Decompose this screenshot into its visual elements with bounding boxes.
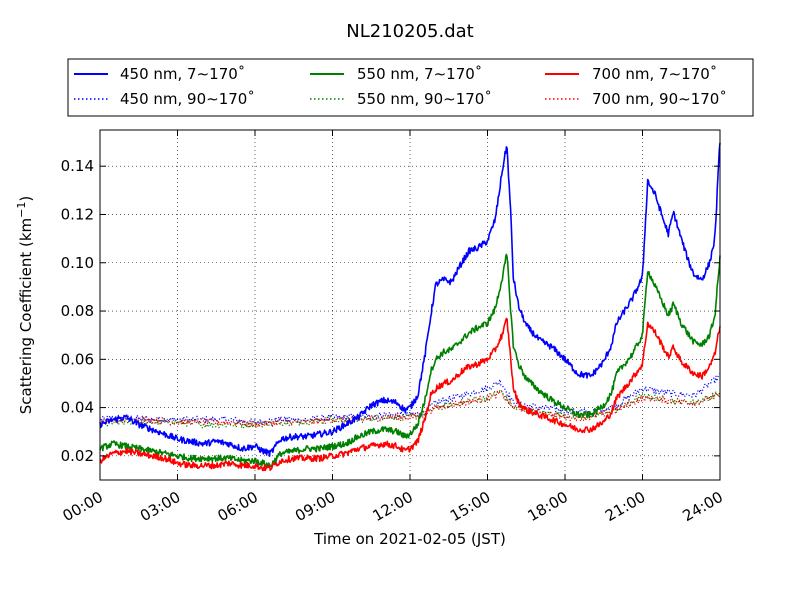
- grid: [100, 130, 720, 480]
- series-line-700-nm-7-170: [99, 317, 721, 472]
- plot-frame: [99, 129, 721, 481]
- y-axis-label-close: ): [17, 196, 35, 202]
- y-axis-label-text: Scattering Coefficient (km: [17, 218, 35, 414]
- legend: 450 nm, 7∼170˚ 550 nm, 7∼170˚ 700 nm, 7∼…: [67, 58, 754, 117]
- series-line-450-nm-7-170: [99, 142, 721, 457]
- legend-label-450-back: 450 nm, 90∼170˚: [120, 90, 255, 108]
- y-tick-label: 0.04: [61, 399, 94, 417]
- y-tick-label: 0.08: [61, 302, 94, 320]
- legend-frame: [67, 58, 754, 117]
- plot-series: [99, 142, 721, 472]
- y-tick-label: 0.12: [61, 205, 94, 223]
- y-axis-label: Scattering Coefficient (km−1): [15, 196, 35, 415]
- legend-label-700-wide: 700 nm, 7∼170˚: [592, 65, 717, 83]
- series-line-550-nm-7-170: [99, 253, 721, 468]
- chart-title: NL210205.dat: [346, 21, 473, 42]
- y-tick-label: 0.02: [61, 447, 94, 465]
- y-axis-label-exponent: −1: [15, 202, 28, 218]
- legend-label-550-back: 550 nm, 90∼170˚: [357, 90, 492, 108]
- series-line-700-nm-90-170: [99, 390, 721, 428]
- series-line-550-nm-90-170: [99, 389, 721, 429]
- legend-label-450-wide: 450 nm, 7∼170˚: [120, 65, 245, 83]
- legend-label-700-back: 700 nm, 90∼170˚: [592, 90, 727, 108]
- legend-label-550-wide: 550 nm, 7∼170˚: [357, 65, 482, 83]
- y-tick-label: 0.06: [61, 350, 94, 368]
- y-tick-label: 0.10: [61, 254, 94, 272]
- y-tick-label: 0.14: [61, 157, 94, 175]
- x-axis-label: Time on 2021-02-05 (JST): [313, 530, 506, 548]
